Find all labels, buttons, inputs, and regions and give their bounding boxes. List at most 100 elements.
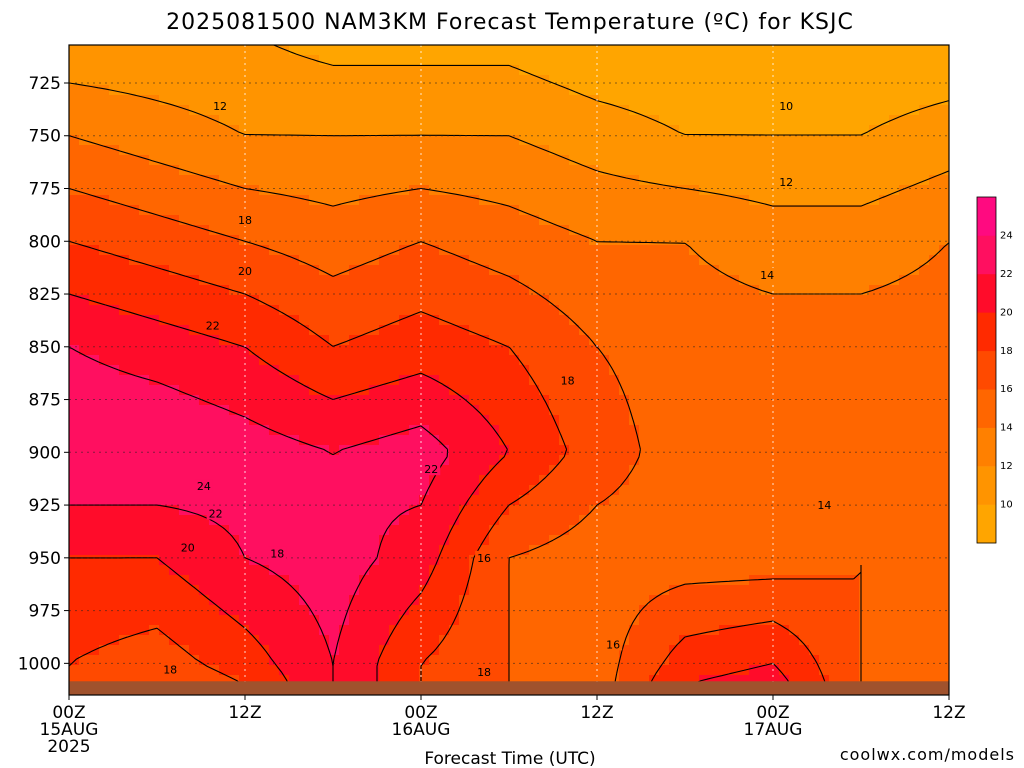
field-cell	[869, 255, 880, 266]
field-cell	[709, 505, 720, 516]
field-cell	[679, 475, 690, 486]
field-cell	[569, 435, 580, 446]
field-cell	[719, 85, 730, 96]
field-cell	[219, 145, 230, 156]
field-cell	[159, 275, 170, 286]
field-cell	[339, 335, 350, 346]
field-cell	[309, 285, 320, 296]
field-cell	[449, 565, 460, 576]
field-cell	[639, 95, 650, 106]
field-cell	[449, 95, 460, 106]
field-cell	[449, 345, 460, 356]
field-cell	[149, 215, 160, 226]
field-cell	[899, 575, 910, 586]
field-cell	[739, 55, 750, 66]
field-cell	[789, 305, 800, 316]
field-cell	[659, 135, 670, 146]
field-cell	[459, 405, 470, 416]
field-cell	[719, 45, 730, 56]
field-cell	[339, 265, 350, 276]
field-cell	[219, 75, 230, 86]
field-cell	[849, 105, 860, 116]
field-cell	[259, 335, 270, 346]
field-cell	[849, 235, 860, 246]
field-cell	[529, 185, 540, 196]
field-cell	[149, 335, 160, 346]
field-cell	[129, 345, 140, 356]
field-cell	[539, 205, 550, 216]
field-cell	[239, 485, 250, 496]
field-cell	[69, 295, 80, 306]
field-cell	[319, 115, 330, 126]
field-cell	[789, 335, 800, 346]
field-cell	[139, 85, 150, 96]
field-cell	[919, 55, 930, 66]
field-cell	[479, 565, 490, 576]
field-cell	[799, 565, 810, 576]
field-cell	[269, 315, 280, 326]
field-cell	[729, 185, 740, 196]
field-cell	[849, 45, 860, 56]
field-cell	[229, 265, 240, 276]
field-cell	[309, 465, 320, 476]
field-cell	[579, 445, 590, 456]
field-cell	[589, 95, 600, 106]
field-cell	[369, 105, 380, 116]
field-cell	[719, 185, 730, 196]
field-cell	[319, 385, 330, 396]
field-cell	[789, 435, 800, 446]
field-cell	[259, 435, 270, 446]
field-cell	[269, 365, 280, 376]
field-cell	[389, 55, 400, 66]
field-cell	[429, 205, 440, 216]
field-cell	[539, 115, 550, 126]
field-cell	[579, 315, 590, 326]
field-cell	[209, 215, 220, 226]
field-cell	[69, 495, 80, 506]
field-cell	[759, 285, 770, 296]
field-cell	[749, 65, 760, 76]
field-cell	[549, 45, 560, 56]
field-cell	[349, 55, 360, 66]
field-cell	[109, 165, 120, 176]
field-cell	[919, 315, 930, 326]
field-cell	[499, 585, 510, 596]
field-cell	[619, 325, 630, 336]
field-cell	[829, 295, 840, 306]
field-cell	[589, 85, 600, 96]
field-cell	[369, 125, 380, 136]
field-cell	[259, 225, 270, 236]
field-cell	[339, 475, 350, 486]
field-cell	[459, 235, 470, 246]
field-cell	[769, 445, 780, 456]
field-cell	[249, 85, 260, 96]
field-cell	[909, 395, 920, 406]
field-cell	[169, 45, 180, 56]
field-cell	[529, 355, 540, 366]
field-cell	[939, 555, 949, 566]
field-cell	[679, 55, 690, 66]
field-cell	[69, 45, 80, 56]
field-cell	[219, 545, 230, 556]
field-cell	[339, 445, 350, 456]
field-cell	[559, 495, 570, 506]
field-cell	[399, 285, 410, 296]
field-cell	[869, 525, 880, 536]
field-cell	[939, 105, 949, 116]
field-cell	[749, 465, 760, 476]
field-cell	[249, 485, 260, 496]
field-cell	[369, 345, 380, 356]
field-cell	[469, 395, 480, 406]
field-cell	[889, 105, 900, 116]
field-cell	[219, 515, 230, 526]
field-cell	[549, 585, 560, 596]
field-cell	[859, 85, 870, 96]
field-cell	[649, 225, 660, 236]
field-cell	[479, 365, 490, 376]
field-cell	[169, 245, 180, 256]
field-cell	[929, 125, 940, 136]
field-cell	[99, 395, 110, 406]
field-cell	[489, 515, 500, 526]
field-cell	[519, 95, 530, 106]
field-cell	[769, 425, 780, 436]
